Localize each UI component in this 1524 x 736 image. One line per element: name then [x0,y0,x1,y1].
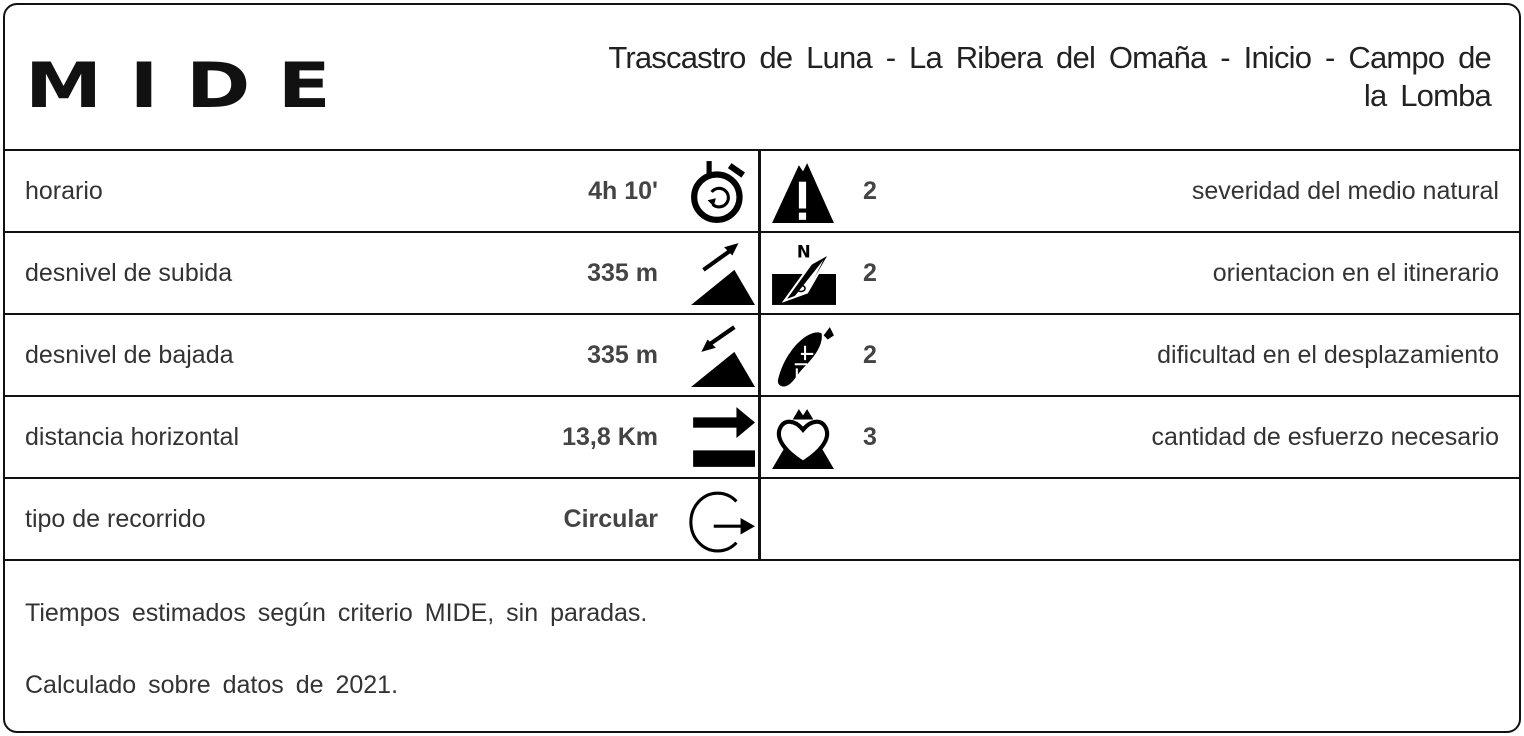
value: 13,8 Km [562,423,658,451]
mountain-warning-icon [772,163,834,223]
row-subida: desnivel de subida 335 m N 2 orientacion… [5,233,1519,315]
value: 335 m [587,259,658,287]
boot-print-icon [777,327,834,387]
compass-icon: N [772,243,836,305]
row-distancia: distancia horizontal 13,8 Km 3 cantidad … [5,397,1519,479]
mide-logo: MIDE [25,49,359,122]
value: 335 m [587,341,658,369]
score: 2 [863,177,877,205]
label: dificultad en el desplazamiento [1157,341,1499,369]
footer-notes: Tiempos estimados según criterio MIDE, s… [25,599,648,731]
ascent-icon [691,243,755,305]
header: MIDE Trascastro de Luna - La Ribera del … [5,5,1519,151]
heart-mountain-icon [772,409,834,469]
label: desnivel de subida [25,259,233,287]
footer-note-times: Tiempos estimados según criterio MIDE, s… [25,599,648,627]
value: 4h 10' [588,177,658,205]
label: cantidad de esfuerzo necesario [1151,423,1499,451]
row-bajada: desnivel de bajada 335 m 2 dificultad en… [5,315,1519,397]
value: Circular [563,505,658,533]
label: horario [25,177,103,205]
label: orientacion en el itinerario [1212,259,1499,287]
label: distancia horizontal [25,423,240,451]
label: severidad del medio natural [1191,177,1499,205]
descent-icon [691,325,755,387]
score: 3 [863,423,877,451]
circular-route-icon [689,491,755,553]
score: 2 [863,341,877,369]
distance-arrow-icon [693,407,755,467]
svg-text:N: N [797,243,811,262]
row-horario: horario 4h 10' 2 severidad del medio nat… [5,151,1519,233]
score: 2 [863,259,877,287]
stopwatch-icon [691,161,745,223]
footer-note-data: Calculado sobre datos de 2021. [25,671,399,699]
row-tipo: tipo de recorrido Circular [5,479,1519,561]
mide-card: MIDE Trascastro de Luna - La Ribera del … [3,3,1521,733]
label: tipo de recorrido [25,505,206,533]
label: desnivel de bajada [25,341,234,369]
route-title: Trascastro de Luna - La Ribera del Omaña… [608,40,1491,113]
